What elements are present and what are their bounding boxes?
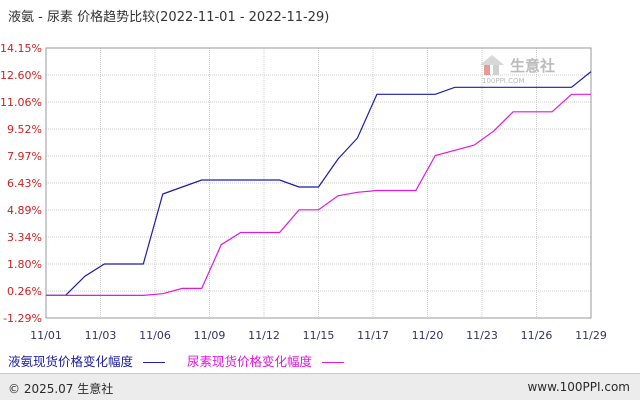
legend-swatch-series-2 [321,362,344,363]
y-tick-label: 6.43% [7,177,42,190]
y-tick-label: 0.26% [7,285,42,298]
x-tick-label: 11/03 [85,329,117,342]
y-tick-label: 14.15% [0,42,42,55]
x-tick-label: 11/29 [575,329,607,342]
footer-copyright: © 2025.07 生意社 [8,382,114,396]
series-lines [46,71,592,296]
footer-bar: © 2025.07 生意社 www.100PPI.com [0,373,640,400]
x-tick-label: 11/26 [521,329,553,342]
watermark-block-icon [493,65,499,75]
y-tick-label: 12.60% [0,69,42,82]
grid-lines [45,47,592,319]
series-line-1 [46,71,592,296]
x-tick-label: 11/01 [30,329,62,342]
plot-area-border [45,47,592,319]
x-axis-ticks: 11/01 11/03 11/06 11/09 11/12 11/15 11/17 11/20… [30,329,607,342]
y-tick-label: 11.06% [0,96,42,109]
watermark-roof-icon [480,55,504,65]
chart-title: 液氨 - 尿素 价格趋势比较(2022-11-01 - 2022-11-29) [8,10,330,25]
watermark-name: 生意社 [510,57,555,75]
x-tick-label: 11/12 [248,329,280,342]
legend: 液氨现货价格变化幅度 尿素现货价格变化幅度 [8,351,344,370]
y-tick-label: 7.97% [7,150,42,163]
y-axis-ticks: 14.15% 12.60% 11.06% 9.52% 7.97% 6.43% 4.89% 3.… [0,42,42,325]
legend-label-series-2: 尿素现货价格变化幅度 [186,354,312,369]
footer-url: www.100PPI.com [527,380,630,394]
y-tick-label: 4.89% [7,204,42,217]
x-tick-label: 11/17 [357,329,389,342]
x-tick-label: 11/06 [139,329,171,342]
x-tick-label: 11/15 [303,329,335,342]
legend-swatch-series-1 [143,362,165,363]
y-tick-label: 1.80% [7,258,42,271]
x-tick-label: 11/23 [466,329,498,342]
y-tick-label: 9.52% [7,123,42,136]
series-line-2 [46,93,591,296]
watermark-block-icon [484,65,490,75]
x-tick-label: 11/20 [412,329,444,342]
y-tick-label: 3.34% [7,231,42,244]
watermark-logo: 生意社 100PPI.COM [480,55,555,85]
plot-border [45,47,592,319]
x-tick-label: 11/09 [194,329,226,342]
watermark-url: 100PPI.COM [482,77,525,85]
legend-label-series-1: 液氨现货价格变化幅度 [8,354,134,369]
y-tick-label: -1.29% [3,312,42,325]
